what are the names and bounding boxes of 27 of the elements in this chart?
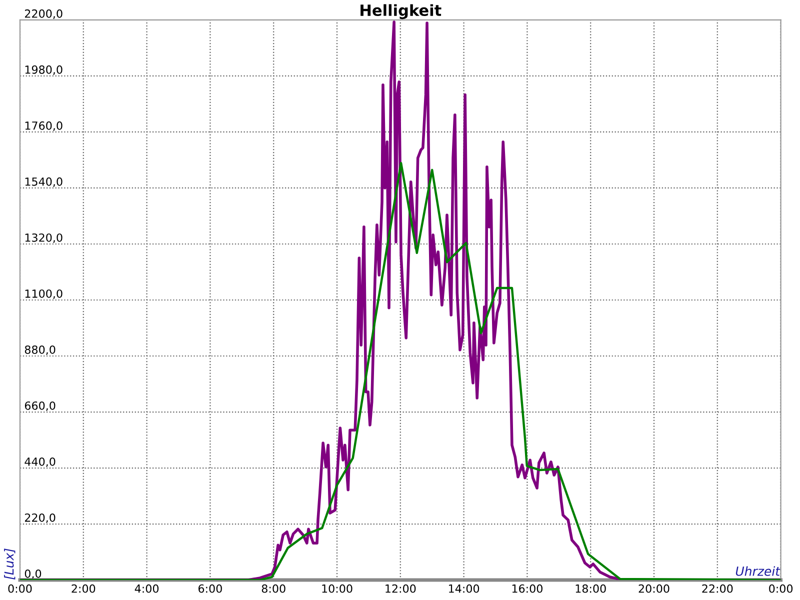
- x-tick-label: 2:00: [72, 584, 96, 593]
- y-tick-label: 2200,0: [24, 9, 62, 19]
- y-tick-label: 880,0: [24, 345, 56, 355]
- x-tick-label: 20:00: [638, 584, 670, 593]
- y-tick-label: 1100,0: [25, 289, 62, 299]
- x-tick-label: 6:00: [198, 584, 222, 593]
- x-tick-label: 12:00: [386, 584, 416, 593]
- x-tick-label: 10:00: [322, 584, 352, 593]
- y-axis-title: [Lux]: [4, 548, 16, 580]
- x-tick-label: 8:00: [262, 584, 286, 593]
- y-tick-label: 660,0: [24, 401, 56, 411]
- chart-title: Helligkeit: [360, 4, 442, 20]
- y-tick-label: 1980,0: [25, 65, 62, 75]
- x-tick-label: 18:00: [576, 584, 606, 593]
- x-tick-label: 0:00: [769, 584, 793, 593]
- y-tick-label: 440,0: [24, 457, 56, 467]
- x-axis-title: Uhrzeit: [736, 566, 780, 576]
- x-tick-label: 16:00: [512, 584, 542, 593]
- y-tick-label: 1760,0: [25, 121, 62, 131]
- y-tick-label: 1540,0: [25, 177, 62, 187]
- x-tick-label: 22:00: [702, 584, 733, 593]
- x-tick-label: 14:00: [449, 584, 480, 593]
- y-tick-label: 220,0: [24, 513, 56, 523]
- x-tick-label: 4:00: [134, 584, 159, 593]
- y-tick-label: 0,0: [24, 569, 42, 579]
- x-tick-label: 0:00: [8, 584, 32, 593]
- y-tick-label: 1320,0: [25, 233, 62, 243]
